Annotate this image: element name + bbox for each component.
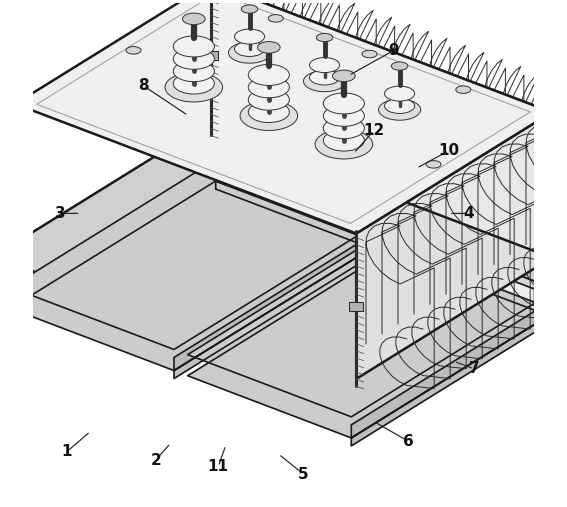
Ellipse shape [268, 15, 284, 22]
FancyBboxPatch shape [8, 172, 22, 181]
Polygon shape [356, 112, 552, 379]
Ellipse shape [303, 70, 346, 92]
Ellipse shape [235, 29, 265, 44]
Text: 6: 6 [404, 434, 414, 449]
Ellipse shape [248, 64, 289, 86]
Ellipse shape [310, 70, 340, 85]
Polygon shape [10, 181, 379, 371]
Ellipse shape [310, 58, 340, 73]
Ellipse shape [323, 105, 365, 126]
Ellipse shape [174, 61, 214, 82]
Polygon shape [0, 125, 567, 396]
Ellipse shape [248, 89, 289, 110]
Ellipse shape [362, 50, 377, 58]
FancyBboxPatch shape [204, 51, 218, 60]
Polygon shape [188, 227, 557, 417]
Ellipse shape [332, 70, 355, 82]
Ellipse shape [174, 36, 214, 57]
Polygon shape [215, 160, 379, 230]
Polygon shape [174, 230, 379, 371]
Polygon shape [238, 176, 357, 235]
Text: 8: 8 [138, 78, 149, 93]
Ellipse shape [174, 73, 214, 94]
Polygon shape [10, 160, 379, 349]
Polygon shape [362, 265, 567, 411]
Ellipse shape [229, 42, 270, 63]
Ellipse shape [391, 62, 408, 70]
Ellipse shape [323, 130, 365, 151]
Ellipse shape [165, 73, 223, 102]
Ellipse shape [384, 86, 414, 101]
Text: 12: 12 [363, 123, 384, 138]
Polygon shape [352, 298, 557, 438]
FancyBboxPatch shape [545, 180, 559, 190]
Ellipse shape [384, 98, 414, 114]
FancyBboxPatch shape [349, 302, 363, 311]
Ellipse shape [323, 118, 365, 139]
Text: 3: 3 [55, 206, 66, 221]
Ellipse shape [248, 77, 289, 98]
Ellipse shape [240, 101, 298, 130]
Text: 10: 10 [438, 143, 459, 158]
Polygon shape [205, 125, 567, 280]
Text: 5: 5 [298, 466, 309, 482]
Polygon shape [393, 227, 557, 298]
Ellipse shape [379, 99, 421, 120]
Polygon shape [415, 244, 535, 302]
Text: 9: 9 [388, 43, 399, 58]
Polygon shape [15, 0, 552, 234]
Ellipse shape [316, 33, 333, 42]
Ellipse shape [456, 86, 471, 93]
Text: 4: 4 [464, 206, 475, 221]
Ellipse shape [248, 101, 289, 123]
Polygon shape [211, 0, 552, 258]
Polygon shape [188, 248, 557, 438]
Ellipse shape [242, 5, 258, 13]
Ellipse shape [235, 42, 265, 56]
Ellipse shape [126, 47, 141, 54]
Ellipse shape [323, 93, 365, 114]
Polygon shape [215, 181, 379, 251]
Text: 2: 2 [150, 453, 161, 467]
Ellipse shape [183, 13, 205, 25]
Ellipse shape [257, 42, 280, 53]
Ellipse shape [315, 129, 373, 159]
Polygon shape [352, 311, 557, 446]
Polygon shape [174, 243, 379, 379]
Text: 7: 7 [469, 361, 479, 376]
Text: 1: 1 [62, 444, 72, 459]
Ellipse shape [426, 161, 441, 168]
Ellipse shape [174, 48, 214, 69]
Text: 11: 11 [208, 459, 229, 474]
Polygon shape [393, 248, 557, 318]
